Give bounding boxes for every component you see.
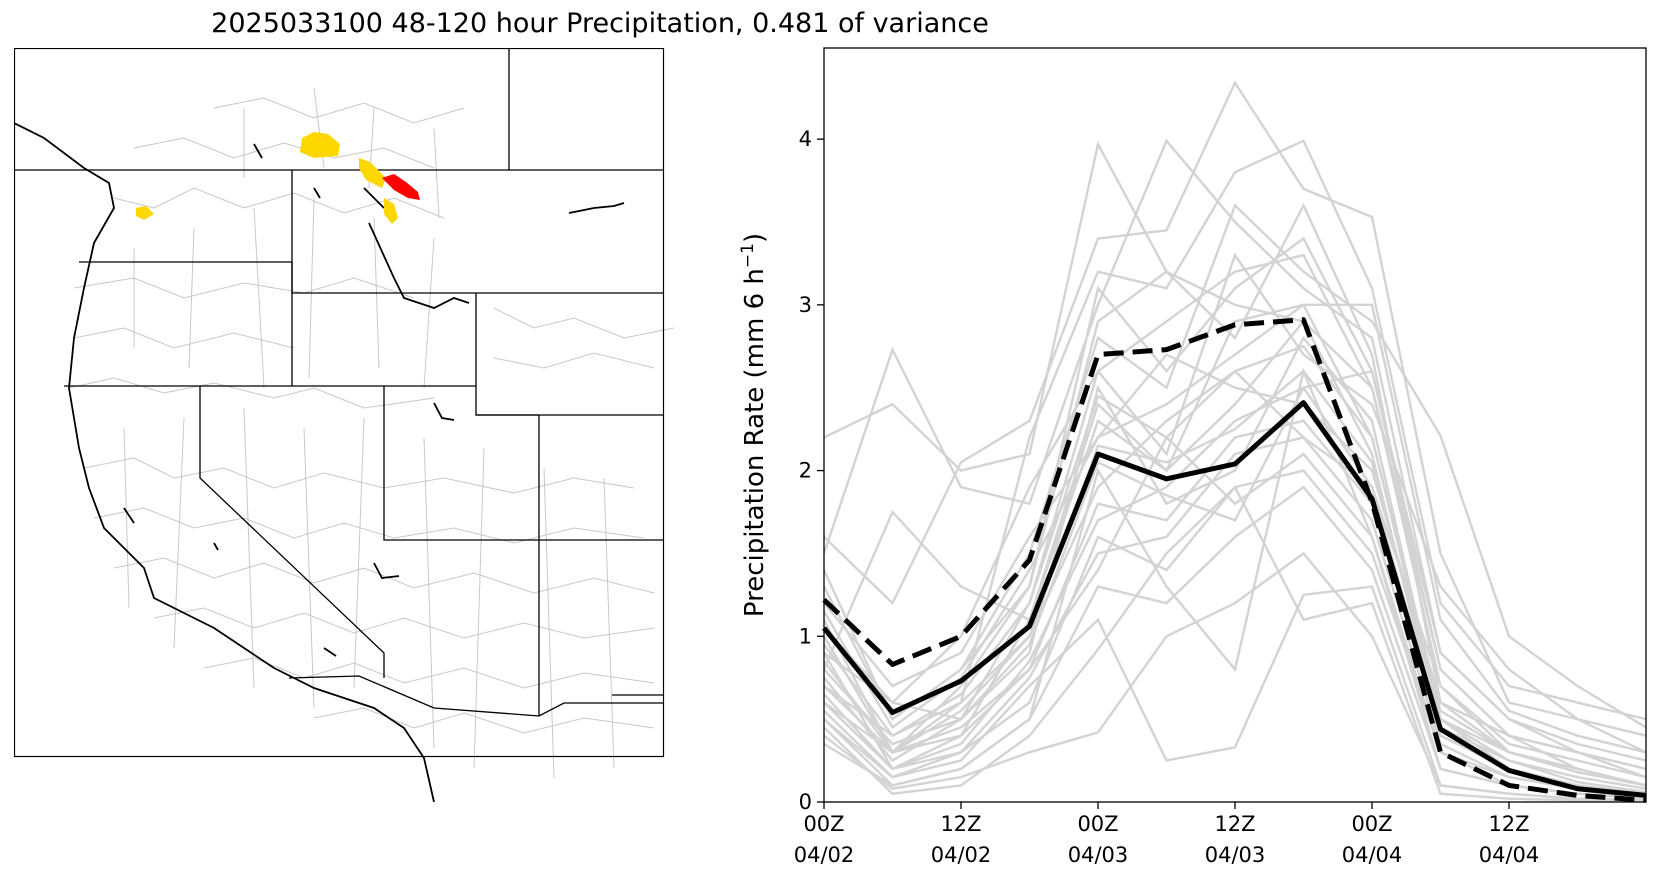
coastline [14,122,625,802]
ensemble-member-line-27 [823,369,1647,790]
ensemble-member-line-15 [823,367,1647,800]
x-tick-label-time: 00Z [1077,812,1118,836]
x-tick-label-time: 12Z [1488,812,1529,836]
ensemble-member-line-24 [823,253,1647,779]
ensemble-member-line-1 [822,138,1647,779]
ensemble-member-line-26 [823,344,1647,787]
ensemble-layer [822,80,1647,802]
ensemble-member-line-25 [823,435,1647,799]
x-tick-label-time: 00Z [803,812,844,836]
y-tick-label: 0 [799,790,812,814]
x-tick-label-date: 04/03 [1068,843,1129,867]
ensemble-member-line-21 [822,303,1647,754]
highlighted-basins [136,132,420,224]
x-axis: 00Z 04/02 12Z 04/02 00Z 04/03 12Z 04/03 00Z 04/04… [794,802,1540,867]
solid-series-line [822,400,1647,798]
y-tick-label: 1 [799,624,812,648]
x-tick-label-date: 04/02 [931,843,992,867]
x-tick-label-time: 12Z [940,812,981,836]
ensemble-member-line-2 [823,80,1647,737]
y-tick-label: 2 [799,459,812,483]
ensemble-member-line-14 [823,551,1647,802]
series-layer [822,317,1647,803]
dashed-series-line [822,317,1647,803]
page-title: 2025033100 48-120 hour Precipitation, 0.… [211,8,989,39]
ensemble-member-line-12 [823,585,1647,802]
y-axis: 0 1 2 3 4 [799,127,824,814]
x-tick-label-date: 04/02 [794,843,855,867]
ensemble-member-line-16 [822,236,1647,771]
x-tick-label-date: 04/04 [1342,843,1403,867]
y-tick-label: 3 [799,293,812,317]
y-tick-label: 4 [799,127,812,151]
basin-map [14,48,675,802]
state-borders [14,48,664,717]
x-tick-label-time: 00Z [1351,812,1392,836]
ensemble-member-line-20 [823,369,1647,762]
map-frame [14,48,665,758]
x-tick-label-time: 12Z [1214,812,1255,836]
x-tick-label-date: 04/04 [1479,843,1540,867]
x-tick-label-date: 04/03 [1205,843,1266,867]
ensemble-member-line-13 [823,485,1646,802]
y-axis-title: Precipitation Rate (mm 6 h−1) [738,233,770,617]
ensemble-member-line-9 [823,419,1647,795]
ensemble-member-line-0 [823,140,1647,771]
